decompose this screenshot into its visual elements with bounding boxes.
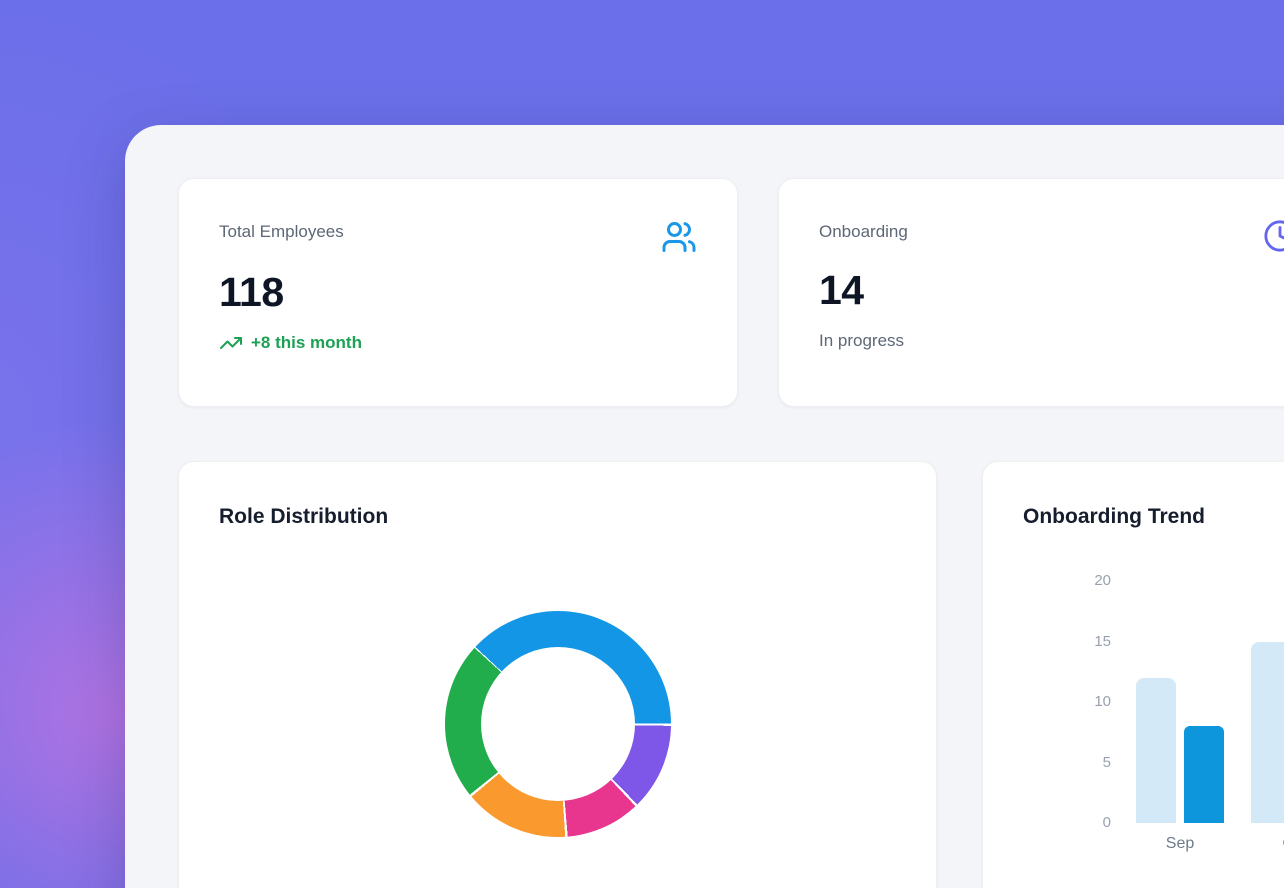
onboarding-label: Onboarding <box>819 222 908 241</box>
clock-icon <box>1263 219 1284 253</box>
role-distribution-donut-chart <box>445 611 671 837</box>
y-axis-tick-label: 0 <box>1102 814 1111 831</box>
trending-up-icon <box>219 331 243 355</box>
role-distribution-title: Role Distribution <box>219 505 389 528</box>
stat-card-header: Total Employees <box>219 219 697 255</box>
y-axis-tick-label: 20 <box>1094 572 1111 589</box>
dark-blue-bar-sep <box>1184 726 1224 823</box>
x-axis-category-label: Sep <box>1165 835 1195 852</box>
total-employees-delta: +8 this month <box>219 331 697 355</box>
role-distribution-card: Role Distribution <box>178 461 937 888</box>
y-axis-tick-label: 5 <box>1102 753 1111 771</box>
light-blue-bar-sep <box>1136 677 1176 823</box>
y-axis-tick-label: 15 <box>1094 632 1111 650</box>
delta-text: +8 this month <box>251 333 362 352</box>
stat-card-onboarding: Onboarding 14 In progress <box>778 178 1284 407</box>
users-icon <box>661 219 697 255</box>
x-axis-category-label: Oct <box>1251 834 1284 854</box>
stat-card-total-employees: Total Employees 118 <box>178 178 738 407</box>
total-employees-value: 118 <box>219 269 284 315</box>
light-blue-bar-oct <box>1251 641 1284 823</box>
onboarding-status: In progress <box>819 329 1284 353</box>
dashboard-panel: Total Employees 118 <box>125 125 1284 888</box>
onboarding-trend-title: Onboarding Trend <box>1023 505 1205 528</box>
y-axis-tick-label: 10 <box>1094 693 1111 710</box>
status-text: In progress <box>819 331 905 350</box>
onboarding-trend-bar-chart: 0 5 10 15 20 Sep Oct <box>983 462 1284 888</box>
total-employees-label: Total Employees <box>219 222 344 241</box>
stat-card-header: Onboarding <box>819 219 1284 253</box>
onboarding-value: 14 <box>819 267 864 313</box>
onboarding-trend-card: Onboarding Trend 0 5 10 15 20 Sep Oct <box>982 461 1284 888</box>
